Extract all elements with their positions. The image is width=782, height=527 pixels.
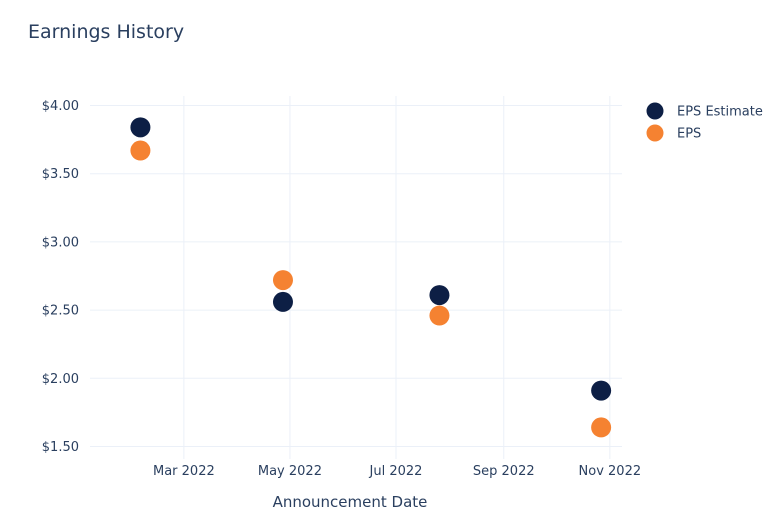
y-tick-label: $2.50	[42, 304, 79, 319]
x-tick-label: May 2022	[258, 464, 322, 479]
data-point	[429, 305, 450, 326]
data-point	[429, 285, 450, 306]
data-point	[272, 270, 293, 291]
x-tick-label: Sep 2022	[473, 464, 535, 479]
y-tick-label: $2.00	[42, 372, 79, 387]
y-tick-label: $1.50	[42, 440, 79, 455]
x-tick-label: Nov 2022	[579, 464, 642, 479]
legend-label: EPS	[677, 127, 701, 142]
data-point	[591, 380, 612, 401]
data-points	[130, 117, 612, 438]
series-eps-estimate	[130, 117, 612, 401]
legend-marker	[646, 102, 664, 120]
grid	[90, 96, 622, 459]
legend: EPS Estimate EPS	[646, 102, 763, 142]
data-point	[272, 291, 293, 312]
data-point	[591, 417, 612, 438]
y-tick-label: $4.00	[42, 99, 79, 114]
y-tick-label: $3.00	[42, 235, 79, 250]
data-point	[130, 117, 151, 138]
legend-label: EPS Estimate	[677, 105, 763, 120]
x-axis: Mar 2022 May 2022 Jul 2022 Sep 2022 Nov 2022	[153, 464, 641, 479]
legend-marker	[646, 124, 664, 142]
y-axis: $1.50 $2.00 $2.50 $3.00 $3.50 $4.00	[42, 99, 79, 455]
x-tick-label: Jul 2022	[369, 464, 423, 479]
x-axis-title: Announcement Date	[273, 493, 428, 511]
chart-title: Earnings History	[28, 21, 184, 43]
data-point	[130, 140, 151, 161]
series-eps	[130, 140, 612, 438]
y-tick-label: $3.50	[42, 167, 79, 182]
x-tick-label: Mar 2022	[153, 464, 215, 479]
